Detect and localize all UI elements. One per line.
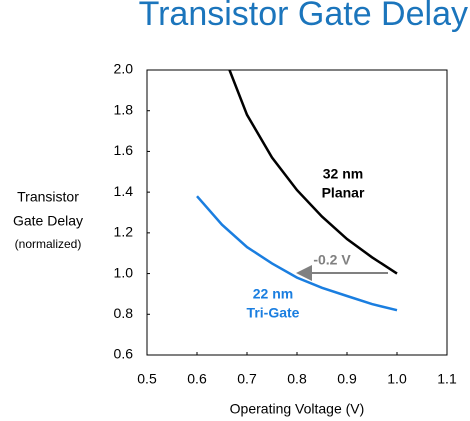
- series-label: 22 nm: [253, 286, 293, 302]
- y-axis-label: Transistor: [17, 189, 79, 205]
- x-tick-label: 1.0: [387, 371, 407, 387]
- y-tick-label: 2.0: [114, 61, 134, 77]
- y-tick-label: 1.4: [114, 183, 134, 199]
- y-tick-label: 1.8: [114, 101, 134, 117]
- line-series: [228, 69, 398, 275]
- x-tick-label: 1.1: [437, 371, 457, 387]
- y-tick-label: 1.2: [114, 224, 134, 240]
- y-tick-label: 0.6: [114, 346, 134, 362]
- x-tick-label: 0.9: [337, 371, 357, 387]
- x-tick-label: 0.6: [187, 371, 207, 387]
- x-tick-label: 0.5: [137, 371, 157, 387]
- y-tick-label: 1.0: [114, 264, 134, 280]
- y-axis-label: (normalized): [15, 237, 82, 251]
- series-label: 32 nm: [323, 166, 363, 182]
- x-tick-label: 0.7: [237, 371, 257, 387]
- x-tick-label: 0.8: [287, 371, 307, 387]
- chart-title: Transistor Gate Delay: [139, 0, 468, 33]
- series-label: Tri-Gate: [247, 305, 300, 321]
- y-tick-label: 0.8: [114, 305, 134, 321]
- y-tick-label: 1.6: [114, 142, 134, 158]
- y-axis-label: Gate Delay: [13, 213, 83, 229]
- annotation-label: -0.2 V: [313, 252, 351, 268]
- series-label: Planar: [322, 185, 365, 201]
- x-axis-label: Operating Voltage (V): [230, 401, 365, 417]
